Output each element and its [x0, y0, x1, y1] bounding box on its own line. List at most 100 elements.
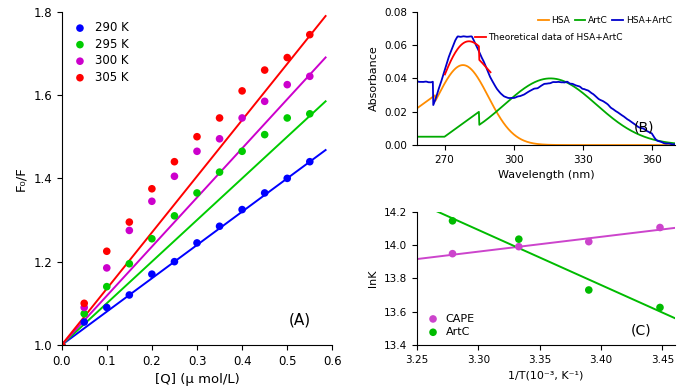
- Line: HSA: HSA: [417, 65, 675, 145]
- HSA+ArtC: [608, 106, 616, 111]
- 295 K: [79, 310, 90, 317]
- ArtC: [458, 122, 466, 126]
- 300 K: [124, 227, 135, 234]
- 290 K: [124, 292, 135, 298]
- HSA: [479, 85, 488, 90]
- ArtC: [530, 80, 538, 85]
- 290 K: [101, 304, 112, 310]
- 305 K: [304, 31, 315, 38]
- Y-axis label: F₀/F: F₀/F: [14, 166, 27, 191]
- 305 K: [282, 54, 292, 61]
- Y-axis label: lnK: lnK: [369, 270, 378, 287]
- HSA: [636, 143, 645, 147]
- 295 K: [214, 169, 225, 175]
- 290 K: [79, 319, 90, 325]
- ArtC: [654, 304, 665, 310]
- 295 K: [124, 261, 135, 267]
- 300 K: [147, 198, 158, 204]
- 295 K: [101, 283, 112, 290]
- Line: HSA+ArtC: HSA+ArtC: [417, 36, 675, 145]
- HSA+ArtC: [669, 142, 677, 147]
- 305 K: [169, 158, 180, 165]
- 295 K: [169, 213, 180, 219]
- 300 K: [236, 115, 247, 121]
- HSA+ArtC: [671, 142, 679, 147]
- CAPE: [513, 243, 524, 250]
- X-axis label: Wavelength (nm): Wavelength (nm): [497, 170, 594, 180]
- Legend: CAPE, ArtC: CAPE, ArtC: [423, 312, 477, 339]
- 290 K: [259, 190, 270, 196]
- 290 K: [192, 240, 203, 246]
- 305 K: [124, 219, 135, 225]
- 305 K: [56, 342, 67, 348]
- HSA+ArtC: [530, 86, 538, 91]
- X-axis label: 1/T(10⁻³, K⁻¹): 1/T(10⁻³, K⁻¹): [508, 370, 584, 380]
- Line: Theoretical data of HSA+ArtC: Theoretical data of HSA+ArtC: [445, 41, 490, 74]
- 290 K: [169, 259, 180, 265]
- HSA+ArtC: [565, 81, 573, 85]
- ArtC: [546, 76, 554, 81]
- CAPE: [584, 238, 595, 245]
- HSA+ArtC: [413, 79, 421, 83]
- HSA: [459, 63, 467, 67]
- 300 K: [214, 136, 225, 142]
- HSA+ArtC: [459, 34, 467, 39]
- Line: ArtC: ArtC: [417, 78, 675, 143]
- 290 K: [304, 158, 315, 165]
- 305 K: [101, 248, 112, 254]
- HSA: [671, 143, 679, 147]
- ArtC: [513, 236, 524, 242]
- 295 K: [304, 111, 315, 117]
- Text: (C): (C): [631, 323, 651, 337]
- 290 K: [236, 207, 247, 213]
- Theoretical data of HSA+ArtC: [458, 42, 466, 46]
- ArtC: [479, 120, 487, 124]
- CAPE: [654, 224, 665, 230]
- 305 K: [192, 134, 203, 140]
- 290 K: [214, 223, 225, 229]
- 305 K: [147, 186, 158, 192]
- 295 K: [282, 115, 292, 121]
- ArtC: [413, 134, 421, 139]
- 290 K: [147, 271, 158, 277]
- ArtC: [586, 96, 594, 101]
- HSA+ArtC: [586, 89, 594, 94]
- ArtC: [447, 218, 458, 224]
- HSA: [413, 106, 421, 111]
- 295 K: [56, 342, 67, 348]
- ArtC: [584, 287, 595, 293]
- HSA: [586, 143, 594, 147]
- 305 K: [259, 67, 270, 73]
- 295 K: [259, 131, 270, 138]
- 300 K: [169, 173, 180, 180]
- Y-axis label: Absorbance: Absorbance: [369, 45, 379, 111]
- 300 K: [79, 304, 90, 310]
- HSA+ArtC: [458, 34, 466, 39]
- 290 K: [282, 175, 292, 181]
- 290 K: [56, 342, 67, 348]
- 300 K: [101, 265, 112, 271]
- Text: (B): (B): [634, 121, 654, 135]
- 300 K: [304, 73, 315, 80]
- 295 K: [192, 190, 203, 196]
- 295 K: [236, 148, 247, 154]
- ArtC: [565, 82, 573, 86]
- HSA: [608, 143, 616, 147]
- Text: (A): (A): [289, 313, 311, 328]
- 305 K: [79, 300, 90, 307]
- 300 K: [192, 148, 203, 154]
- HSA: [530, 141, 538, 146]
- Legend: 290 K, 295 K, 300 K, 305 K: 290 K, 295 K, 300 K, 305 K: [68, 18, 132, 87]
- ArtC: [671, 141, 679, 146]
- 300 K: [56, 342, 67, 348]
- ArtC: [608, 115, 616, 120]
- 300 K: [259, 98, 270, 104]
- 305 K: [236, 88, 247, 94]
- 305 K: [214, 115, 225, 121]
- 300 K: [282, 82, 292, 88]
- HSA: [565, 143, 573, 147]
- HSA+ArtC: [479, 59, 488, 64]
- Legend: Theoretical data of HSA+ArtC: Theoretical data of HSA+ArtC: [474, 32, 624, 43]
- 295 K: [147, 236, 158, 242]
- CAPE: [447, 250, 458, 257]
